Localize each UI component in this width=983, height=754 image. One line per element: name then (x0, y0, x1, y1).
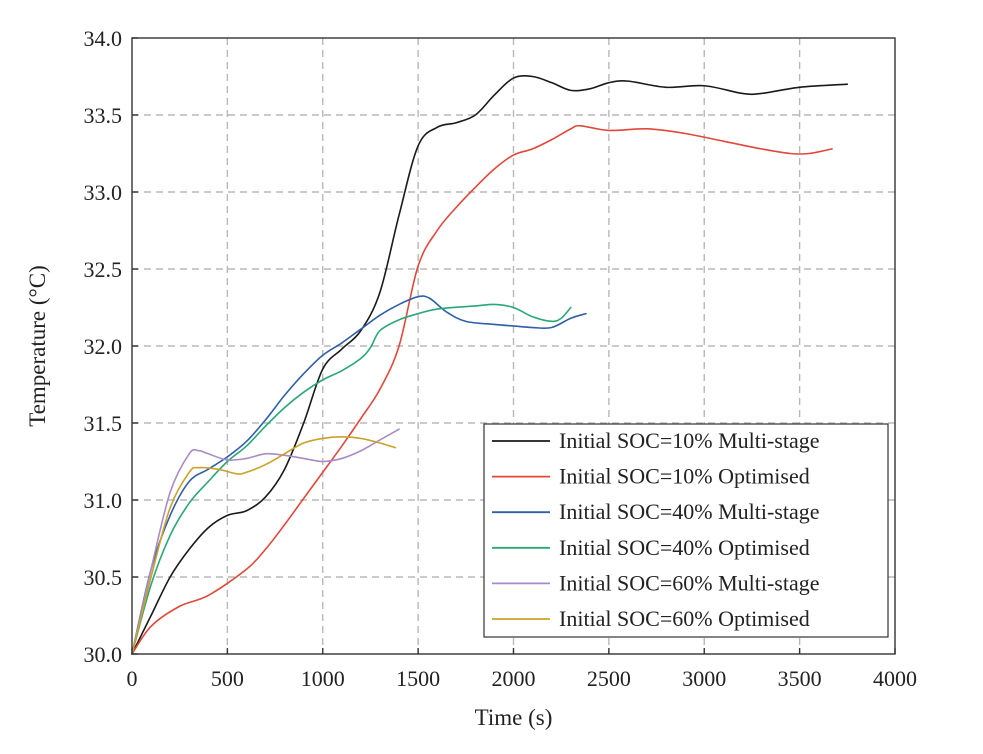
x-tick-label: 1000 (301, 666, 345, 691)
series-line-3 (131, 295, 587, 655)
x-tick-label: 500 (211, 666, 244, 691)
x-axis-title: Time (s) (475, 705, 553, 730)
y-tick-label: 30.0 (84, 642, 123, 667)
series-line-2 (131, 124, 833, 655)
axis-ticks (131, 37, 896, 655)
y-tick-label: 33.5 (84, 103, 123, 128)
y-tick-label: 31.5 (84, 411, 123, 436)
legend: Initial SOC=10% Multi-stage Initial SOC=1… (483, 423, 889, 638)
x-tick-label: 3000 (682, 666, 726, 691)
legend-label: Initial SOC=10% Optimised (559, 464, 810, 489)
x-tick-label: 3500 (778, 666, 822, 691)
y-tick-label: 32.5 (84, 257, 123, 282)
legend-label: Initial SOC=60% Multi-stage (559, 570, 820, 595)
axis-tick-labels: 0 500 1000 1500 2000 2500 3000 3500 4000 30.0 30.5… (84, 26, 918, 691)
legend-label: Initial SOC=10% Multi-stage (559, 428, 820, 453)
x-tick-label: 2000 (492, 666, 536, 691)
y-axis-title: Temperature (°C) (25, 265, 50, 426)
y-tick-label: 34.0 (84, 26, 123, 51)
y-tick-label: 30.5 (84, 565, 123, 590)
data-series (131, 75, 849, 655)
legend-label: Initial SOC=40% Optimised (559, 535, 810, 560)
x-tick-label: 2500 (587, 666, 631, 691)
grid-lines (132, 38, 895, 654)
x-tick-label: 1500 (396, 666, 440, 691)
legend-label: Initial SOC=60% Optimised (559, 606, 810, 631)
y-tick-label: 31.0 (84, 488, 123, 513)
legend-label: Initial SOC=40% Multi-stage (559, 499, 820, 524)
y-tick-label: 32.0 (84, 334, 123, 359)
series-line-1 (131, 75, 849, 655)
series-line-4 (131, 303, 572, 655)
series-line-6 (131, 436, 397, 655)
y-tick-label: 33.0 (84, 180, 123, 205)
x-tick-label: 4000 (873, 666, 917, 691)
series-line-5 (131, 428, 400, 655)
x-tick-label: 0 (127, 666, 138, 691)
legend-box (483, 423, 889, 638)
